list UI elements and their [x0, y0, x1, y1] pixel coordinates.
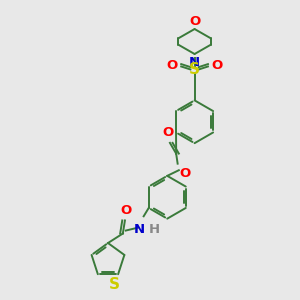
Text: N: N [189, 56, 200, 69]
Text: O: O [167, 59, 178, 72]
Text: S: S [189, 62, 200, 77]
Text: N: N [134, 223, 146, 236]
Text: O: O [163, 126, 174, 139]
Text: O: O [189, 14, 200, 28]
Text: O: O [211, 59, 223, 72]
Text: H: H [149, 223, 160, 236]
Text: S: S [109, 277, 120, 292]
Text: O: O [121, 204, 132, 217]
Text: O: O [179, 167, 190, 180]
